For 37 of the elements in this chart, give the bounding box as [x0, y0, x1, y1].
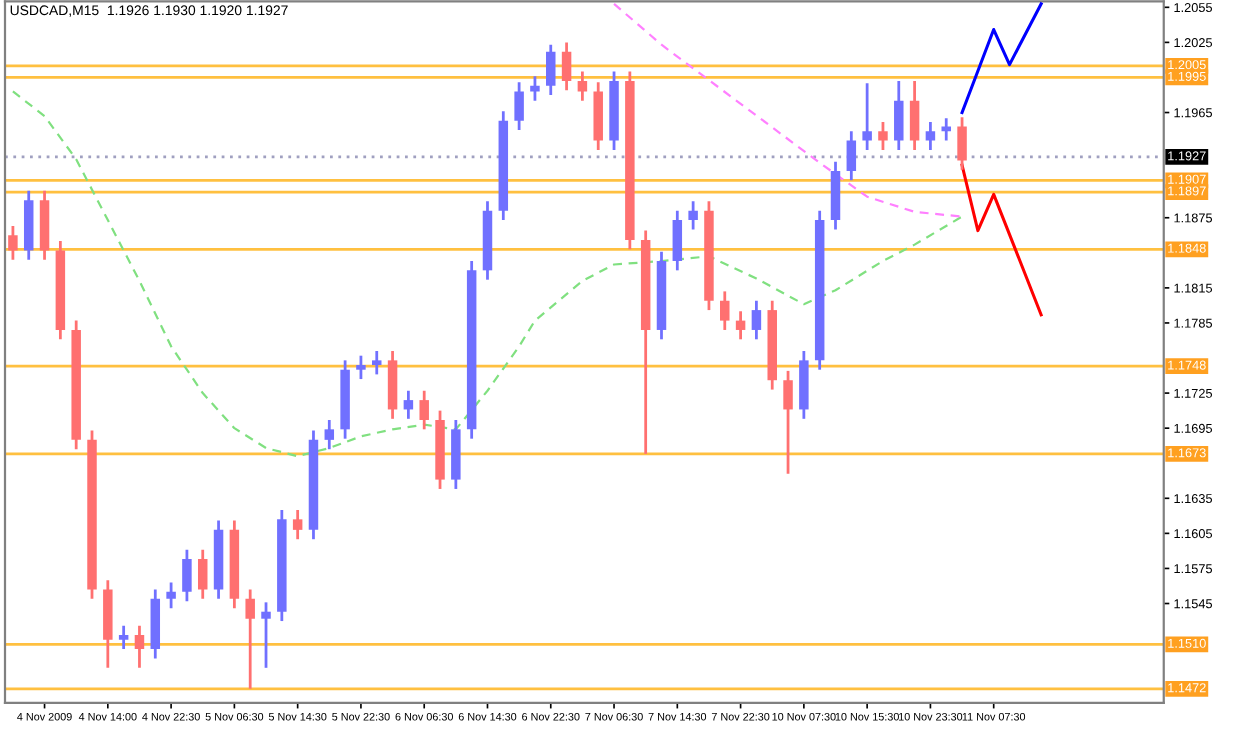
- candlestick: [8, 224, 18, 262]
- candlestick: [324, 418, 335, 451]
- candlestick: [925, 120, 936, 152]
- candlestick: [197, 548, 208, 601]
- candlestick: [530, 74, 540, 103]
- candlestick: [261, 600, 271, 670]
- candlestick: [546, 43, 556, 97]
- candlestick: [372, 349, 382, 376]
- candlestick: [878, 120, 888, 152]
- candlestick: [688, 199, 698, 231]
- candlestick: [514, 80, 524, 132]
- candlestick: [720, 290, 730, 332]
- line-series: [960, 163, 1043, 317]
- candlestick: [166, 581, 176, 610]
- candlestick: [909, 79, 920, 152]
- candlestick: [118, 624, 129, 651]
- candlestick: [941, 116, 951, 142]
- candlestick: [751, 299, 762, 341]
- line-series: [11, 90, 964, 458]
- line-series: [612, 2, 964, 218]
- candlestick: [862, 81, 872, 152]
- candlestick: [134, 624, 145, 670]
- candlestick: [957, 115, 967, 172]
- candlestick: [561, 41, 572, 92]
- candlestick: [403, 389, 414, 421]
- candlestick: [783, 369, 793, 476]
- candlestick: [356, 354, 366, 381]
- candlestick: [419, 389, 429, 431]
- candlestick: [245, 588, 255, 691]
- candlestick: [735, 309, 746, 341]
- candlestick: [577, 70, 588, 103]
- candlestick: [894, 79, 904, 152]
- candlestick: [292, 508, 303, 541]
- candlestick: [182, 548, 192, 603]
- candlestick: [672, 209, 683, 272]
- candlestick: [846, 129, 857, 182]
- line-series: [960, 2, 1043, 115]
